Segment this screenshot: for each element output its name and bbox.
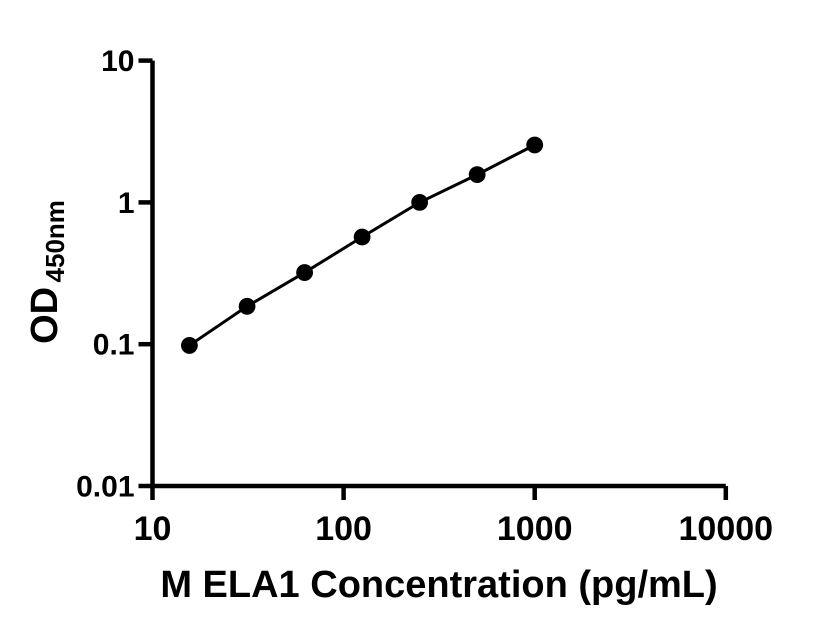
x-tick-label: 100 bbox=[315, 510, 372, 548]
data-point-marker bbox=[411, 194, 429, 211]
axis-lines bbox=[150, 60, 726, 489]
y-axis-title-subscript: 450nm bbox=[40, 200, 70, 282]
y-axis-title-main: OD bbox=[24, 287, 66, 344]
y-tick-label: 0.1 bbox=[93, 329, 135, 362]
data-point-marker bbox=[468, 166, 486, 184]
x-tick-label: 10000 bbox=[679, 510, 774, 548]
data-point-marker bbox=[238, 297, 256, 315]
y-tick-label: 0.01 bbox=[76, 471, 134, 504]
y-axis-title: OD 450nm bbox=[24, 200, 70, 344]
y-tick-label: 10 bbox=[101, 45, 134, 78]
y-tick-label: 1 bbox=[118, 187, 135, 220]
x-axis-title: M ELA1 Concentration (pg/mL) bbox=[160, 564, 717, 606]
data-point-marker bbox=[526, 136, 544, 154]
data-point-marker bbox=[296, 264, 313, 281]
x-tick-label: 1000 bbox=[497, 510, 573, 548]
data-point-marker bbox=[353, 228, 371, 246]
data-point-marker bbox=[181, 337, 198, 354]
x-tick-label: 10 bbox=[134, 510, 172, 548]
